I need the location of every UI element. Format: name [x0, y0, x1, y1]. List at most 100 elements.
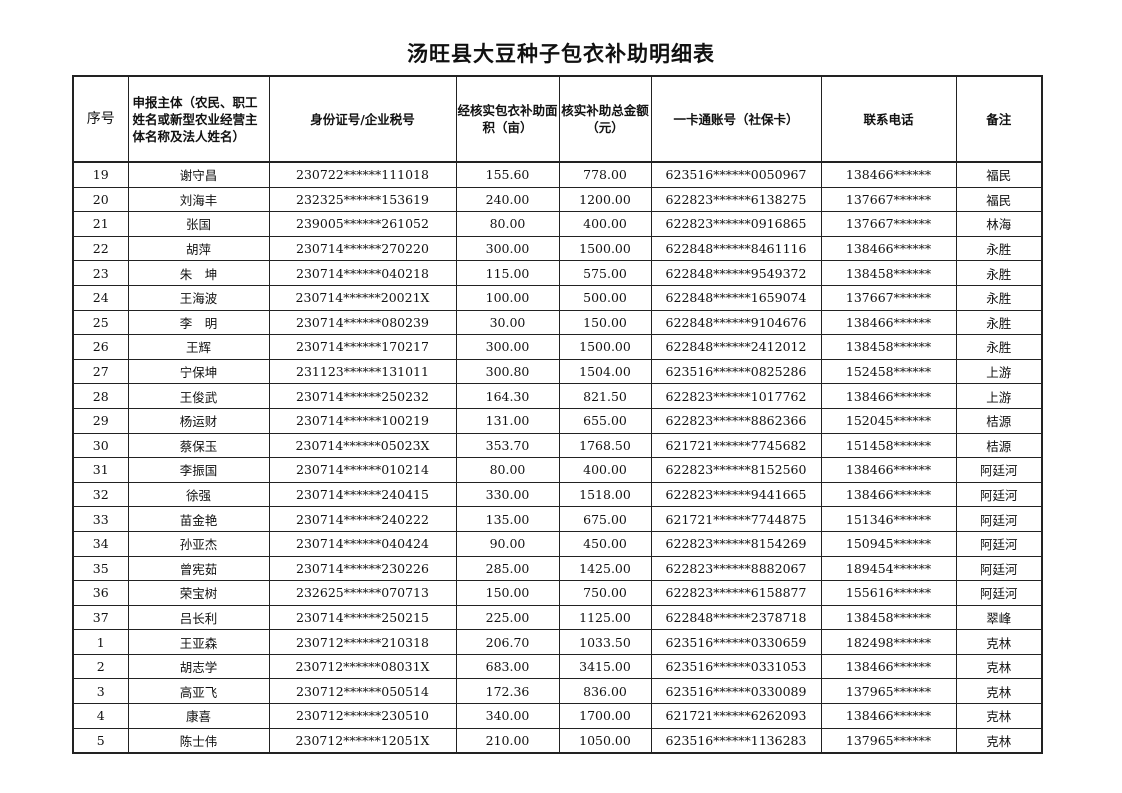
cell-id-number: 230714******170217	[268, 334, 457, 360]
cell-phone: 138466******	[820, 457, 957, 483]
cell-index: 5	[72, 727, 129, 754]
cell-index: 36	[72, 580, 129, 606]
table-row: 28 王俊武 230714******250232 164.30 821.50 62282…	[72, 383, 1043, 409]
subsidy-table: 序号 申报主体（农民、职工姓名或新型农业经营主体名称及法人姓名） 身份证号/企业税号…	[72, 75, 1043, 755]
cell-id-number: 230714******05023X	[268, 432, 457, 459]
cell-amount: 1518.00	[558, 481, 652, 508]
cell-phone: 137965******	[820, 678, 957, 705]
cell-index: 37	[72, 604, 129, 631]
cell-remark: 永胜	[955, 260, 1043, 286]
header-applicant: 申报主体（农民、职工姓名或新型农业经营主体名称及法人姓名）	[127, 75, 270, 163]
cell-remark: 林海	[955, 211, 1043, 237]
table-row: 3 高亚飞 230712******050514 172.36 836.00 623516…	[72, 678, 1043, 705]
table-row: 2 胡志学 230712******08031X 683.00 3415.00 62351…	[72, 653, 1043, 680]
cell-applicant: 陈士伟	[127, 727, 270, 754]
cell-area: 80.00	[455, 211, 560, 237]
table-row: 30 蔡保玉 230714******05023X 353.70 1768.50 6217…	[72, 432, 1043, 459]
cell-area: 225.00	[455, 604, 560, 631]
cell-index: 33	[72, 506, 129, 532]
cell-index: 4	[72, 703, 129, 729]
cell-amount: 500.00	[558, 284, 652, 311]
cell-index: 22	[72, 235, 129, 262]
cell-applicant: 杨运财	[127, 407, 270, 434]
cell-remark: 上游	[955, 358, 1043, 385]
cell-applicant: 胡萍	[127, 235, 270, 262]
cell-account: 622823******6138275	[650, 186, 822, 213]
cell-applicant: 李振国	[127, 457, 270, 483]
cell-amount: 400.00	[558, 457, 652, 483]
cell-applicant: 朱 坤	[127, 260, 270, 286]
cell-area: 300.80	[455, 358, 560, 385]
cell-remark: 桔源	[955, 432, 1043, 459]
cell-amount: 450.00	[558, 530, 652, 557]
cell-id-number: 231123******131011	[268, 358, 457, 385]
cell-amount: 778.00	[558, 160, 652, 188]
cell-applicant: 李 明	[127, 309, 270, 336]
cell-phone: 138466******	[820, 309, 957, 336]
header-phone: 联系电话	[820, 75, 957, 163]
cell-index: 24	[72, 284, 129, 311]
cell-phone: 137667******	[820, 211, 957, 237]
cell-area: 300.00	[455, 235, 560, 262]
cell-remark: 阿廷河	[955, 457, 1043, 483]
cell-amount: 1768.50	[558, 432, 652, 459]
cell-index: 27	[72, 358, 129, 385]
cell-account: 622823******8862366	[650, 407, 822, 434]
cell-account: 623516******0330659	[650, 629, 822, 655]
cell-remark: 克林	[955, 653, 1043, 680]
cell-remark: 阿廷河	[955, 506, 1043, 532]
cell-applicant: 王亚森	[127, 629, 270, 655]
cell-applicant: 王俊武	[127, 383, 270, 409]
cell-account: 622823******8882067	[650, 555, 822, 582]
cell-account: 623516******0825286	[650, 358, 822, 385]
table-row: 27 宁保坤 231123******131011 300.80 1504.00 6235…	[72, 358, 1043, 385]
cell-remark: 阿廷河	[955, 555, 1043, 582]
cell-area: 100.00	[455, 284, 560, 311]
cell-remark: 上游	[955, 383, 1043, 409]
cell-phone: 138466******	[820, 703, 957, 729]
cell-amount: 1200.00	[558, 186, 652, 213]
cell-id-number: 230712******12051X	[268, 727, 457, 754]
cell-account: 622848******1659074	[650, 284, 822, 311]
cell-phone: 138458******	[820, 604, 957, 631]
cell-index: 23	[72, 260, 129, 286]
header-remark: 备注	[955, 75, 1043, 163]
cell-index: 35	[72, 555, 129, 582]
cell-id-number: 230714******240222	[268, 506, 457, 532]
cell-id-number: 230714******100219	[268, 407, 457, 434]
cell-amount: 655.00	[558, 407, 652, 434]
cell-index: 32	[72, 481, 129, 508]
cell-remark: 福民	[955, 160, 1043, 188]
cell-index: 25	[72, 309, 129, 336]
cell-area: 330.00	[455, 481, 560, 508]
cell-remark: 阿廷河	[955, 580, 1043, 606]
cell-remark: 永胜	[955, 235, 1043, 262]
cell-amount: 1500.00	[558, 235, 652, 262]
header-account: 一卡通账号（社保卡）	[650, 75, 822, 163]
cell-phone: 151458******	[820, 432, 957, 459]
cell-account: 623516******0330089	[650, 678, 822, 705]
cell-index: 1	[72, 629, 129, 655]
cell-applicant: 苗金艳	[127, 506, 270, 532]
cell-account: 622848******2412012	[650, 334, 822, 360]
cell-applicant: 胡志学	[127, 653, 270, 680]
cell-account: 621721******7745682	[650, 432, 822, 459]
cell-index: 21	[72, 211, 129, 237]
cell-area: 353.70	[455, 432, 560, 459]
cell-remark: 桔源	[955, 407, 1043, 434]
table-row: 23 朱 坤 230714******040218 115.00 575.00 62284…	[72, 260, 1043, 286]
cell-amount: 150.00	[558, 309, 652, 336]
cell-area: 300.00	[455, 334, 560, 360]
cell-index: 34	[72, 530, 129, 557]
table-row: 31 李振国 230714******010214 80.00 400.00 622823…	[72, 457, 1043, 483]
table-row: 1 王亚森 230712******210318 206.70 1033.50 62351…	[72, 629, 1043, 655]
cell-id-number: 230712******210318	[268, 629, 457, 655]
cell-phone: 138466******	[820, 653, 957, 680]
cell-applicant: 谢守昌	[127, 160, 270, 188]
cell-applicant: 康喜	[127, 703, 270, 729]
cell-account: 622823******9441665	[650, 481, 822, 508]
cell-phone: 138466******	[820, 481, 957, 508]
cell-account: 622823******8154269	[650, 530, 822, 557]
cell-id-number: 230714******250232	[268, 383, 457, 409]
cell-applicant: 荣宝树	[127, 580, 270, 606]
